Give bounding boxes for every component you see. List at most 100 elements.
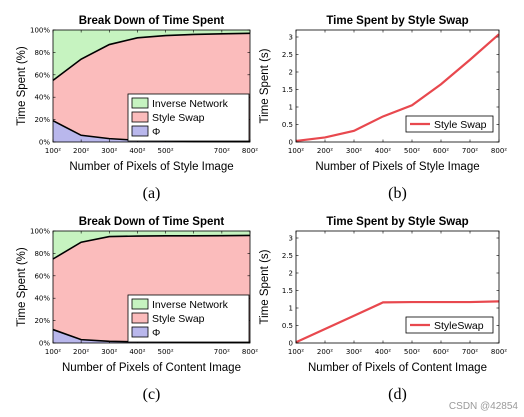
legend-label: Style Swap [152,112,205,124]
series-line [295,300,500,344]
watermark: CSDN @42854 [449,401,519,412]
legend-label: Inverse Network [152,299,229,311]
legend-box [405,115,494,133]
legend-label: Φ [152,126,160,138]
y-tick-label: 1 [289,104,293,112]
x-tick-label: 500² [404,348,420,356]
y-axis-label: Time Spent (%) [16,46,28,126]
legend-swatch [131,298,149,310]
x-tick-label: 400² [375,147,391,155]
y-tick-label: 3 [289,34,293,42]
panel-caption: (d) [388,386,407,403]
plot-frame [295,230,500,344]
y-axis-label: Time Spent (%) [16,247,28,327]
x-tick-label: 800² [242,348,258,356]
y-tick-label: 60% [34,71,50,79]
y-tick-label: 0 [289,340,293,348]
chart-title: Break Down of Time Spent [79,216,225,228]
plot-frame [52,29,251,143]
x-tick-label: 300² [101,348,117,356]
x-tick-label: 600² [433,147,449,155]
y-tick-label: 2.5 [282,252,293,260]
panel-c: Break Down of Time Spent 100² 200² 300² 400²… [16,216,258,403]
chart-title: Time Spent by Style Swap [326,216,468,228]
x-tick-label: 100² [288,147,304,155]
legend-swatch [131,312,149,324]
y-tick-label: 2 [289,270,293,278]
y-tick-label: 2.5 [282,51,293,59]
x-tick-label: 800² [491,147,507,155]
area-phi [53,120,250,142]
x-tick-label: 400² [129,348,145,356]
boundary-line [52,32,251,82]
y-tick-label: 0.5 [282,322,293,330]
x-tick-label: 800² [491,348,507,356]
x-tick-label: 300² [346,348,362,356]
y-tick-label: 100% [30,228,50,236]
x-tick-label: 800² [242,147,258,155]
chart-title: Break Down of Time Spent [79,15,225,27]
x-tick-label: 700² [214,348,230,356]
panel-d: Time Spent by Style Swap 100² 200² 300² 400²… [259,216,507,403]
x-tick-label: 100² [45,147,61,155]
y-tick-label: 20% [34,317,50,325]
y-tick-label: 80% [34,49,50,57]
panel-b: Time Spent by Style Swap 100² 200² 300² 400²… [259,15,507,202]
x-axis-label: Number of Pixels of Style Image [315,161,479,173]
legend-label: Style Swap [434,119,487,131]
x-axis-label: Number of Pixels of Content Image [62,362,241,374]
y-tick-label: 40% [34,295,50,303]
legend-label: StyleSwap [434,320,484,332]
y-tick-label: 60% [34,272,50,280]
x-axis-label: Number of Pixels of Content Image [308,362,487,374]
x-tick-label: 300² [346,147,362,155]
y-tick-label: 3 [289,235,293,243]
y-tick-label: 0 [289,139,293,147]
x-tick-label: 200² [317,147,333,155]
x-tick-label: 400² [375,348,391,356]
y-tick-label: 100% [30,27,50,35]
y-tick-label: 40% [34,94,50,102]
y-tick-label: 0% [39,139,50,147]
legend-label: Φ [152,327,160,339]
x-tick-label: 500² [157,348,173,356]
legend-box [405,316,494,334]
y-tick-label: 1.5 [282,86,293,94]
panel-caption: (c) [143,386,161,403]
x-tick-label: 700² [214,147,230,155]
x-tick-label: 600² [433,348,449,356]
x-tick-label: 100² [45,348,61,356]
plot-frame [52,230,251,344]
plot-frame [295,29,500,143]
x-tick-label: 300² [101,147,117,155]
panel-caption: (a) [143,185,161,202]
x-axis-label: Number of Pixels of Style Image [69,161,233,173]
legend-swatch [131,111,149,123]
boundary-line [52,234,251,260]
x-tick-label: 500² [157,147,173,155]
y-tick-label: 0% [39,340,50,348]
y-axis-label: Time Spent (s) [259,48,271,123]
legend-label: Style Swap [152,313,205,325]
y-tick-label: 80% [34,250,50,258]
area-inverse-network [53,30,250,81]
legend-swatch [131,97,149,109]
legend-swatch [131,326,149,338]
y-tick-label: 0.5 [282,121,293,129]
y-tick-label: 2 [289,69,293,77]
x-tick-label: 400² [129,147,145,155]
series-line [295,33,500,143]
panel-caption: (b) [388,185,407,202]
legend-swatch [131,125,149,137]
y-axis-label: Time Spent (s) [259,249,271,324]
y-tick-label: 1.5 [282,287,293,295]
y-tick-label: 1 [289,305,293,313]
x-tick-label: 500² [404,147,420,155]
x-tick-label: 200² [73,348,89,356]
x-tick-label: 700² [462,348,478,356]
legend-label: Inverse Network [152,98,229,110]
x-tick-label: 200² [317,348,333,356]
chart-title: Time Spent by Style Swap [326,15,468,27]
panel-a: Break Down of Time Spent 100² 200² 300² 400²… [16,15,258,202]
